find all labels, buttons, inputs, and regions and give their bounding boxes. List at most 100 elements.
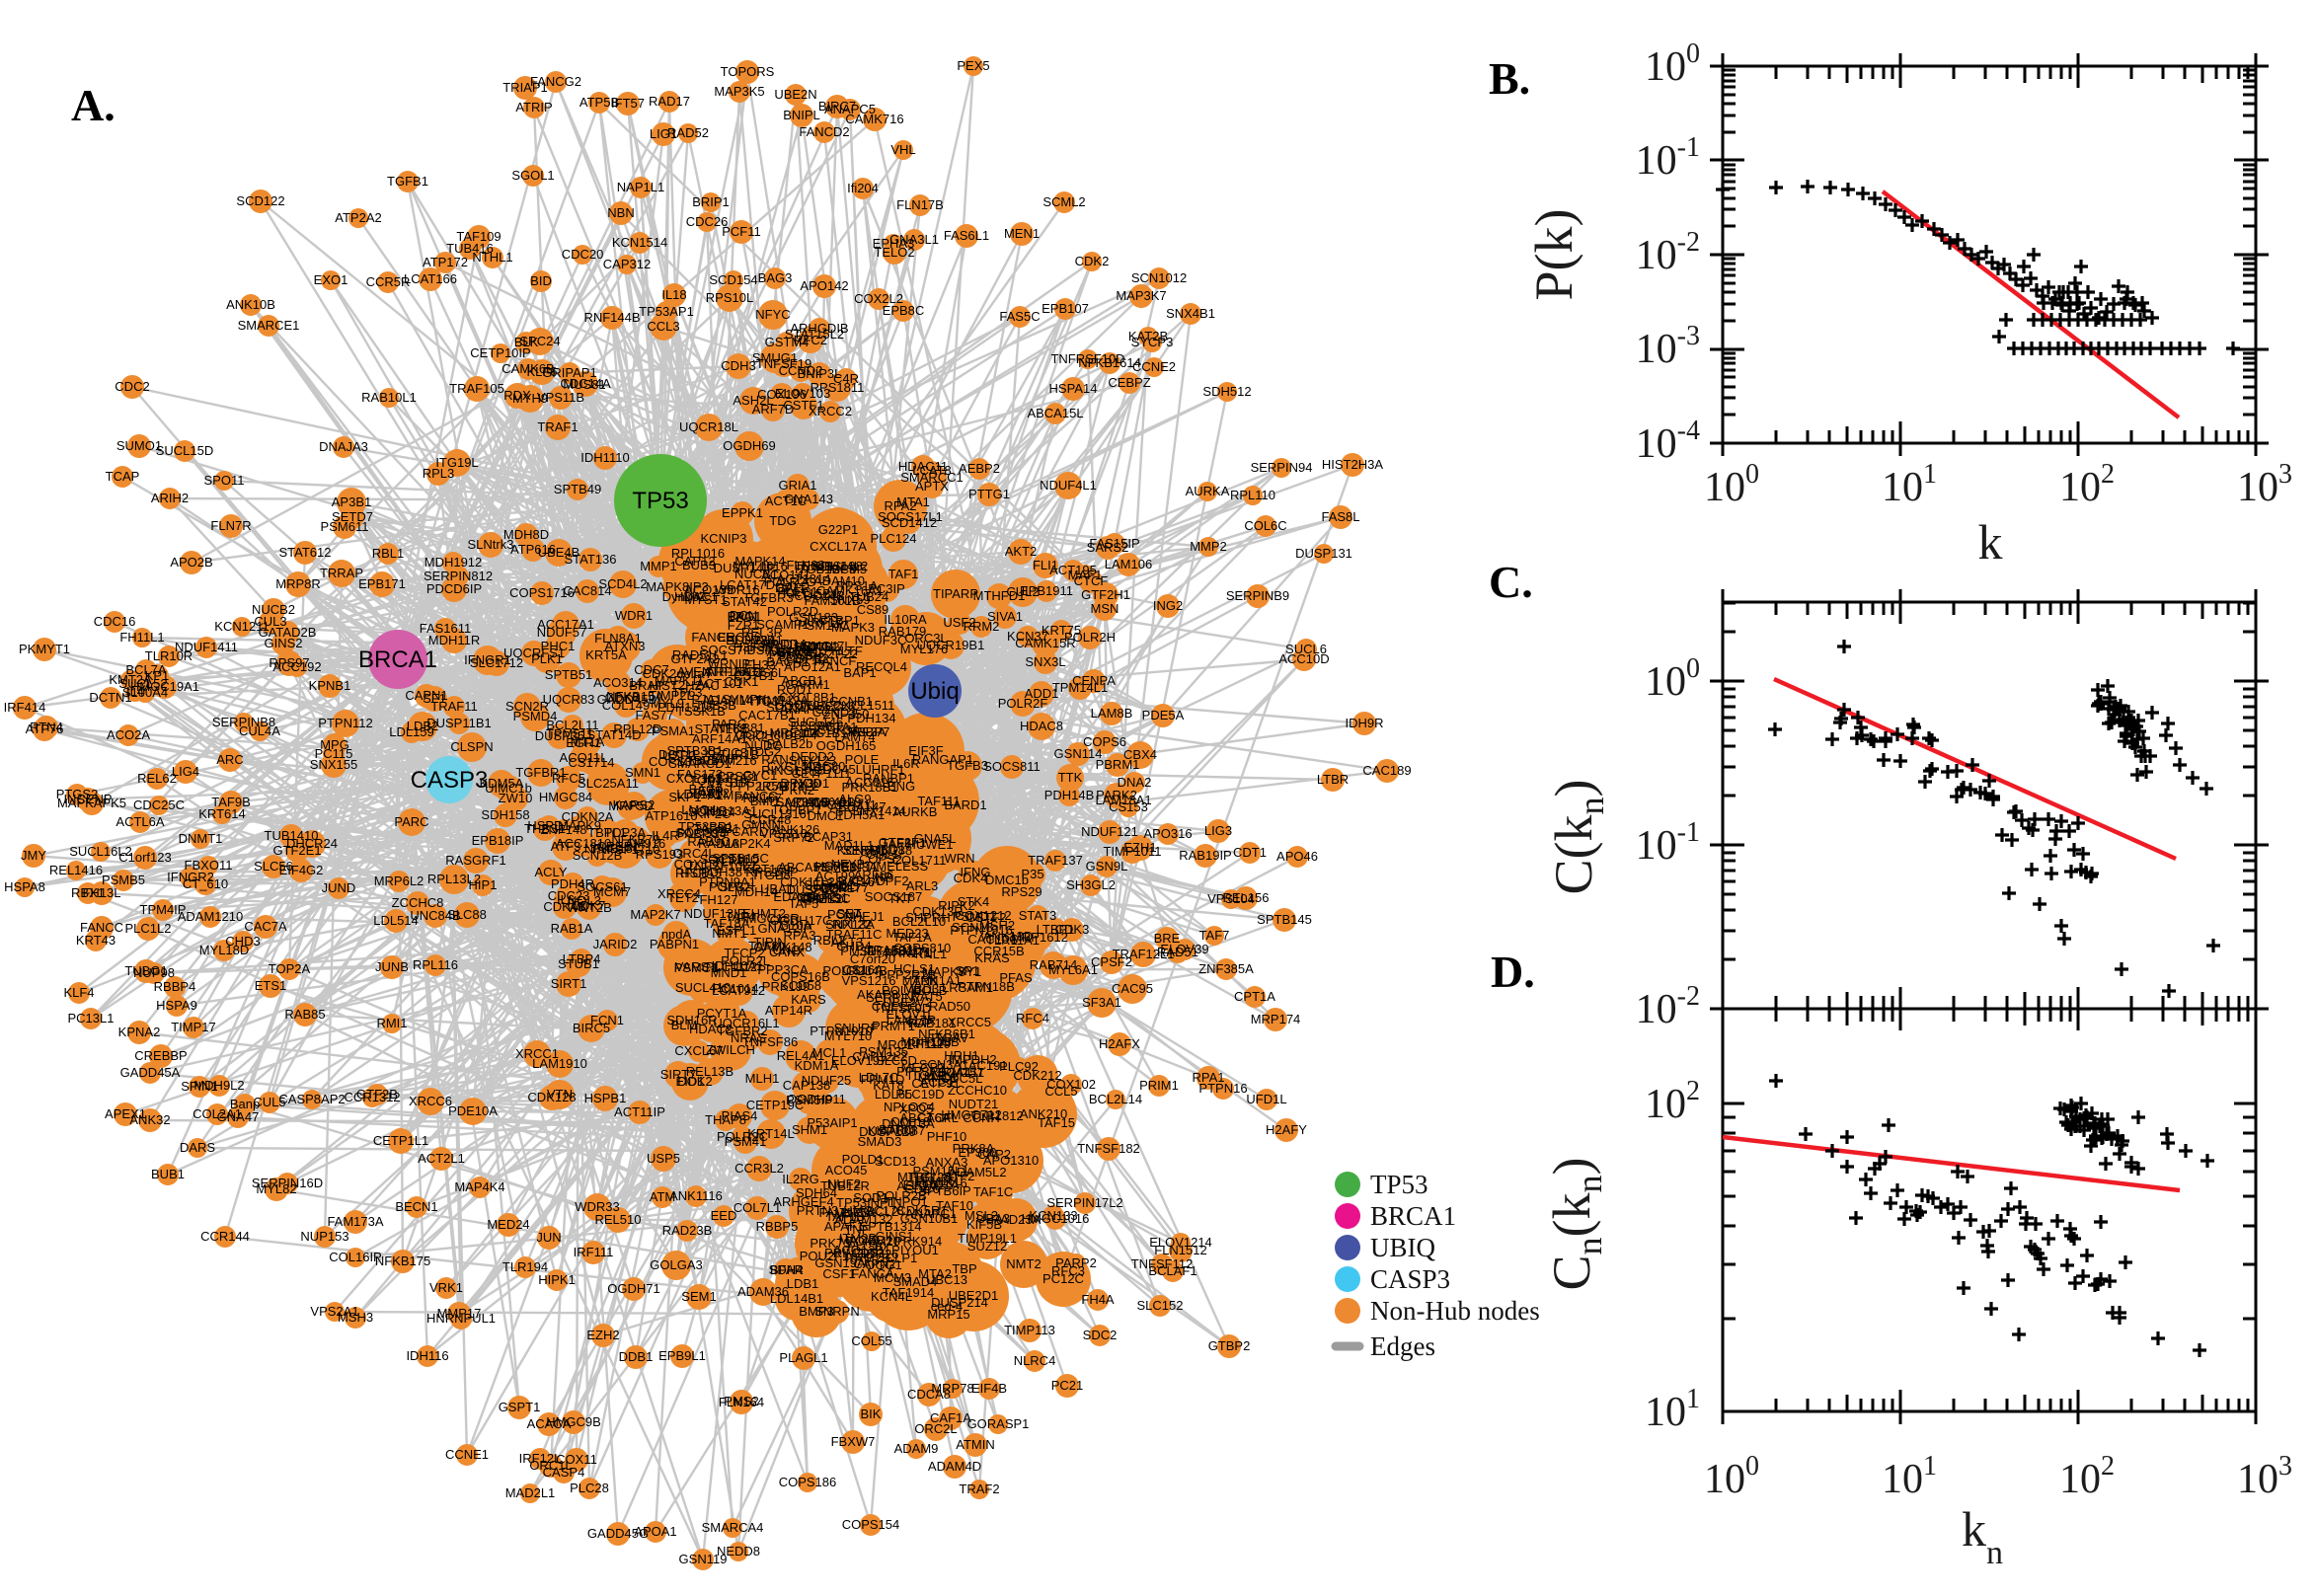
svg-text:COX102: COX102	[1046, 1077, 1096, 1092]
svg-text:CLSPN: CLSPN	[450, 739, 493, 754]
svg-text:MDH108: MDH108	[900, 1034, 951, 1049]
svg-text:RAD52: RAD52	[667, 125, 709, 140]
svg-text:PLC28: PLC28	[570, 1481, 609, 1495]
svg-text:MRP6L2: MRP6L2	[374, 874, 425, 888]
svg-text:ACT2L1: ACT2L1	[418, 1151, 465, 1166]
svg-text:APO316: APO316	[1143, 826, 1192, 841]
svg-text:TIMP1011: TIMP1011	[1103, 844, 1161, 859]
svg-text:CDH3: CDH3	[721, 358, 755, 373]
svg-text:KIF5B: KIF5B	[966, 1217, 1002, 1232]
svg-text:DDB1: DDB1	[619, 1349, 654, 1364]
svg-text:STK4: STK4	[958, 894, 990, 909]
svg-text:FH127: FH127	[699, 892, 737, 907]
svg-text:RPL110: RPL110	[1230, 488, 1275, 502]
svg-text:ETS1: ETS1	[255, 978, 287, 993]
svg-text:HSPB1: HSPB1	[584, 1091, 627, 1105]
svg-text:TDG2: TDG2	[747, 744, 782, 759]
svg-text:KRT614: KRT614	[198, 806, 245, 821]
svg-text:HSPE1: HSPE1	[815, 859, 858, 874]
svg-text:ACO45: ACO45	[825, 1163, 868, 1178]
svg-text:CAF1A: CAF1A	[930, 1410, 971, 1425]
svg-text:PC21: PC21	[1051, 1378, 1084, 1393]
svg-text:SF3A1: SF3A1	[1082, 995, 1121, 1010]
svg-text:SERPIN94: SERPIN94	[1251, 460, 1313, 475]
svg-text:FAS15IP: FAS15IP	[1089, 536, 1139, 551]
svg-text:k: k	[1978, 514, 2003, 570]
svg-text:RPA1: RPA1	[1193, 1070, 1225, 1085]
svg-text:GSN9L: GSN9L	[1086, 859, 1128, 874]
svg-text:IDH1110: IDH1110	[580, 450, 629, 465]
svg-text:OGDH69: OGDH69	[723, 438, 775, 453]
svg-text:ATRIP: ATRIP	[515, 100, 552, 114]
svg-text:RAD23B: RAD23B	[662, 1223, 713, 1238]
svg-text:CDC16: CDC16	[94, 614, 136, 629]
svg-text:Ifi204: Ifi204	[847, 181, 879, 195]
svg-text:MRP78: MRP78	[931, 1381, 973, 1396]
svg-text:BCL7A: BCL7A	[125, 662, 167, 677]
svg-text:FAS8L: FAS8L	[1321, 509, 1359, 524]
svg-text:MSH3: MSH3	[338, 1310, 373, 1325]
svg-text:MAP3K5: MAP3K5	[714, 84, 764, 99]
svg-text:GTF2H1: GTF2H1	[1081, 587, 1130, 602]
svg-text:TRRAP: TRRAP	[320, 566, 363, 580]
svg-text:FAS6L1: FAS6L1	[944, 228, 989, 243]
svg-text:GOLGA3: GOLGA3	[650, 1257, 702, 1272]
svg-text:SGOL1: SGOL1	[511, 168, 554, 183]
svg-text:VTN: VTN	[547, 1087, 573, 1102]
svg-text:ADAM36: ADAM36	[737, 1284, 789, 1299]
svg-text:TOPORS: TOPORS	[721, 64, 775, 79]
svg-text:P35: P35	[1021, 867, 1043, 881]
svg-text:PDCD6IP: PDCD6IP	[426, 581, 482, 596]
svg-text:SDH512: SDH512	[1202, 384, 1251, 399]
svg-text:MAD2L1: MAD2L1	[505, 1485, 556, 1500]
svg-text:CS89: CS89	[857, 602, 889, 617]
svg-text:FH211: FH211	[839, 798, 877, 812]
svg-text:HMGC1016: HMGC1016	[1022, 1211, 1090, 1226]
svg-text:NUP98: NUP98	[133, 965, 175, 980]
svg-text:RPS10L: RPS10L	[706, 290, 753, 305]
svg-text:MAF1: MAF1	[1068, 568, 1103, 582]
svg-text:LDB1: LDB1	[787, 1276, 819, 1291]
svg-text:NBN: NBN	[607, 205, 634, 220]
svg-text:POLR2H: POLR2H	[1064, 630, 1116, 645]
svg-text:MYL82: MYL82	[256, 1181, 296, 1196]
svg-text:PLC1L2: PLC1L2	[125, 921, 172, 936]
svg-text:FBXW7: FBXW7	[831, 1434, 876, 1449]
svg-text:RASGRF1: RASGRF1	[445, 853, 505, 868]
svg-text:WDR1: WDR1	[615, 608, 653, 623]
svg-text:ERCC6: ERCC6	[718, 630, 761, 645]
svg-text:TRAF137: TRAF137	[1028, 853, 1083, 868]
svg-text:UQCR83: UQCR83	[543, 692, 595, 707]
svg-text:DNAJA3: DNAJA3	[319, 439, 368, 454]
svg-text:CAPN2: CAPN2	[853, 1256, 895, 1271]
svg-text:RAB179: RAB179	[879, 624, 926, 639]
svg-text:OGDH165: OGDH165	[816, 738, 877, 753]
svg-text:ACT1C: ACT1C	[765, 494, 808, 508]
svg-text:FLN1512: FLN1512	[1154, 1243, 1206, 1257]
svg-text:TBP: TBP	[952, 1261, 976, 1276]
svg-text:VRK1: VRK1	[429, 1280, 463, 1295]
svg-text:IDH116: IDH116	[406, 1348, 448, 1363]
svg-text:FCN1: FCN1	[590, 1013, 624, 1027]
svg-text:PRIM1: PRIM1	[1139, 1078, 1179, 1093]
svg-text:MTA1: MTA1	[896, 494, 930, 509]
svg-text:BECN1: BECN1	[395, 1199, 437, 1214]
svg-text:CCL3: CCL3	[647, 319, 679, 334]
svg-text:H2AFY: H2AFY	[1266, 1122, 1307, 1137]
svg-text:TUB1410: TUB1410	[265, 828, 319, 843]
svg-text:CAC189: CAC189	[1362, 763, 1411, 778]
svg-text:TRAF105: TRAF105	[449, 381, 504, 396]
svg-text:RAB1A: RAB1A	[551, 921, 593, 936]
svg-text:STUB1: STUB1	[558, 956, 599, 971]
svg-text:CASP3: CASP3	[411, 767, 489, 794]
svg-text:ACTL6A: ACTL6A	[116, 814, 164, 829]
svg-text:C.: C.	[1489, 557, 1533, 607]
svg-text:TRIAP1: TRIAP1	[502, 80, 548, 95]
svg-text:APO2B: APO2B	[170, 555, 212, 570]
svg-text:SPTB49: SPTB49	[554, 482, 601, 496]
svg-text:NUP153: NUP153	[300, 1229, 348, 1244]
svg-text:COL16IP: COL16IP	[329, 1250, 381, 1264]
svg-text:UQCR16L1: UQCR16L1	[713, 1016, 779, 1030]
svg-text:VPS104: VPS104	[1207, 891, 1255, 906]
svg-text:PSMB5: PSMB5	[102, 873, 145, 887]
